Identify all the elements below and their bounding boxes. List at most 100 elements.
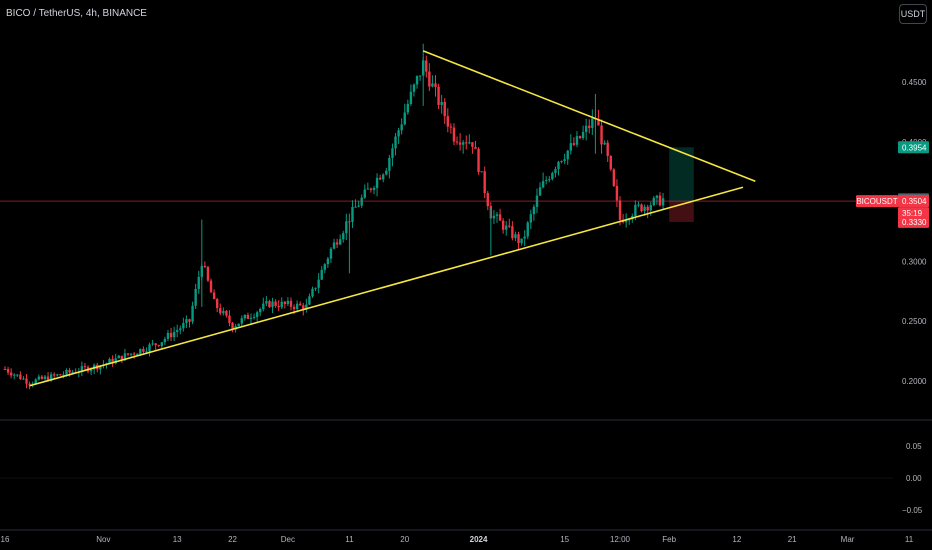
indicator-axis-label: 0.05 (906, 442, 922, 451)
candle-body (649, 205, 652, 211)
candle-body (329, 248, 333, 259)
candle-body (468, 142, 471, 144)
candle-body (369, 188, 373, 190)
candle-body (222, 311, 225, 314)
candle-body (323, 264, 326, 270)
candle-body (108, 358, 111, 364)
candle-body (53, 374, 56, 376)
candle-body (120, 355, 124, 361)
candle-body (99, 365, 102, 370)
candle-body (188, 319, 191, 322)
candle-body (498, 214, 502, 221)
candle-body (25, 378, 28, 384)
candle-body (320, 269, 323, 280)
price-badge-text: 35:19 (902, 209, 923, 218)
candle-body (557, 161, 560, 170)
candle-body (495, 214, 499, 216)
time-axis-label: 12 (732, 535, 741, 544)
candle-body (286, 300, 290, 304)
candle-body (299, 303, 302, 306)
candle-body (418, 75, 422, 77)
candle-body (280, 301, 283, 308)
candle-body (228, 315, 231, 323)
candle-body (43, 376, 47, 379)
time-axis-label: 16 (1, 535, 10, 544)
candle-body (523, 236, 526, 239)
candle-body (575, 136, 579, 145)
candle-body (277, 305, 280, 308)
candle-body (345, 221, 348, 234)
candle-body (517, 234, 520, 244)
candle-body (394, 136, 397, 149)
candle-body (375, 177, 379, 189)
time-axis-label: Nov (96, 535, 110, 544)
candle-body (600, 125, 603, 145)
candle-body (126, 353, 130, 355)
candle-body (268, 301, 271, 308)
candle-body (624, 219, 628, 223)
candle-body (578, 136, 582, 139)
candle-body (117, 355, 120, 359)
price-axis-label: 0.2000 (902, 377, 927, 386)
candle-body (385, 170, 388, 175)
price-badge (898, 215, 929, 228)
candle-body (240, 318, 243, 324)
chart-title: BICO / TetherUS, 4h, BINANCE (6, 8, 147, 19)
candle-body (382, 174, 385, 180)
candle-body (231, 322, 234, 330)
candle-body (354, 206, 357, 208)
price-badge (898, 195, 929, 208)
candle-body (588, 125, 591, 128)
candle-body (252, 316, 256, 318)
candle-body (194, 288, 197, 306)
candle-body (529, 214, 533, 223)
candle-body (581, 131, 585, 139)
candle-body (59, 374, 62, 376)
candle-body (480, 171, 483, 173)
candle-body (68, 369, 71, 373)
candle-body (434, 83, 437, 87)
candle-body (640, 204, 643, 212)
candle-body (551, 173, 554, 180)
time-axis-label: 11 (345, 535, 354, 544)
time-axis-label: 15 (560, 535, 569, 544)
trendline-1[interactable] (29, 186, 744, 387)
candle-body (89, 369, 93, 372)
candle-body (584, 125, 588, 132)
candle-body (259, 309, 262, 313)
candle-body (643, 206, 646, 212)
candle-body (16, 374, 19, 376)
candle-body (606, 142, 609, 156)
candle-body (111, 358, 114, 364)
candle-body (511, 226, 514, 239)
candle-body (13, 374, 16, 376)
candle-body (157, 345, 160, 347)
indicator-axis-label: −0.05 (902, 506, 923, 515)
candle-body (548, 179, 551, 181)
candle-body (114, 358, 117, 364)
candle-body (452, 127, 456, 142)
candle-body (56, 374, 59, 376)
candle-body (661, 198, 665, 206)
candle-body (314, 287, 317, 289)
candle-body (311, 288, 314, 297)
candle-body (637, 204, 640, 206)
candle-body (520, 238, 523, 244)
time-axis-label: 12:00 (610, 535, 631, 544)
candle-body (461, 142, 465, 145)
trendline-2[interactable] (422, 50, 756, 183)
candle-body (388, 157, 391, 171)
candle-body (65, 369, 68, 375)
currency-button[interactable]: USDT (899, 4, 927, 24)
candle-body (191, 305, 194, 322)
time-axis-label: 20 (400, 535, 409, 544)
candle-body (160, 342, 164, 347)
candle-body (428, 71, 431, 87)
candle-body (560, 161, 563, 163)
candle-body (572, 143, 576, 145)
candle-body (458, 142, 462, 145)
candle-body (501, 220, 505, 230)
candle-body (372, 188, 376, 190)
candle-body (541, 181, 545, 188)
